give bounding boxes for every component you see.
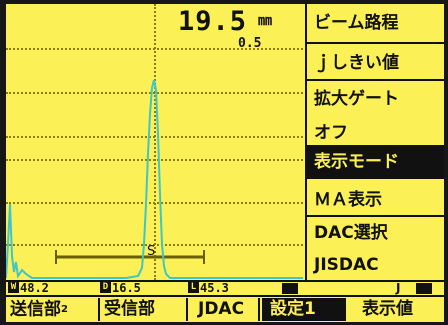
softkey-transmitter[interactable]: 送信部2 (6, 298, 100, 321)
grid-line-vertical (154, 4, 156, 280)
status-indicator-block (282, 283, 298, 294)
menu-item-display-mode[interactable]: 表示モード (306, 145, 444, 179)
softkey-jdac[interactable]: JDAC (188, 298, 260, 321)
menu-divider (306, 79, 444, 81)
softkey-transmitter-label: 送信部 (10, 299, 61, 320)
status-d-value: 16.5 (112, 281, 141, 295)
softkey-page-number: 2 (61, 304, 68, 315)
softkey-display-value[interactable]: 表示値 (362, 299, 413, 319)
a-scan-trace (6, 79, 303, 279)
status-indicator-block (416, 283, 432, 294)
status-l-value: 45.3 (200, 281, 229, 295)
status-d: D 16.5 (100, 282, 141, 295)
softkey-bar: 送信部2 受信部 JDAC 設定1 表示値 (6, 297, 444, 322)
menu-divider (306, 42, 444, 44)
menu-item-jisdac[interactable]: JISDAC (314, 255, 379, 275)
menu-item-dac-select[interactable]: DAC選択 (314, 223, 388, 243)
side-menu: ビーム路程 ｊしきい値 拡大ゲート オフ 表示モード ＭＡ表示 DAC選択 JI… (306, 4, 444, 280)
menu-item-j-threshold[interactable]: ｊしきい値 (314, 53, 399, 73)
echo-waveform (6, 79, 303, 279)
status-w-marker: W (8, 282, 19, 293)
softkey-settings-1[interactable]: 設定1 (262, 298, 346, 321)
menu-item-off[interactable]: オフ (314, 123, 348, 143)
status-bar: W 48.2 D 16.5 L 45.3 J (6, 280, 444, 297)
status-l-marker: L (188, 282, 199, 293)
menu-item-beam-path[interactable]: ビーム路程 (314, 13, 399, 33)
status-w-value: 48.2 (20, 281, 49, 295)
menu-item-zoom-gate[interactable]: 拡大ゲート (314, 89, 399, 109)
status-l: L 45.3 (188, 282, 229, 295)
status-d-marker: D (100, 282, 111, 293)
a-scan-display: 19.5 ㎜ 0.5 S (6, 4, 307, 280)
beam-path-readout: 19.5 (178, 6, 248, 37)
softkey-receiver[interactable]: 受信部 (100, 298, 188, 321)
readout-unit: ㎜ (258, 13, 272, 29)
status-w: W 48.2 (8, 282, 49, 295)
gate-marker: S (147, 244, 156, 259)
flaw-detector-screen: 19.5 ㎜ 0.5 S ビーム路程 ｊしきい値 拡大ゲート オフ 表示モード … (6, 4, 444, 322)
menu-divider (306, 215, 444, 217)
status-j-label: J (396, 281, 401, 295)
menu-item-ma-display[interactable]: ＭＡ表示 (314, 190, 382, 210)
readout-secondary: 0.5 (238, 36, 262, 51)
